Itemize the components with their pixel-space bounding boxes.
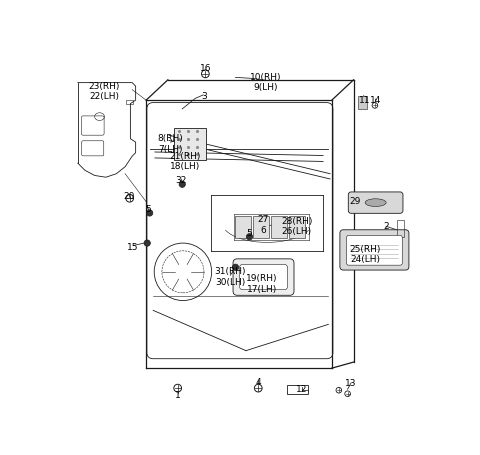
Circle shape	[246, 233, 252, 240]
Bar	[288, 384, 308, 394]
Text: 3: 3	[201, 92, 207, 101]
Text: 4: 4	[255, 378, 261, 387]
Circle shape	[174, 384, 181, 392]
Text: 19(RH)
17(LH): 19(RH) 17(LH)	[246, 274, 277, 294]
Circle shape	[345, 391, 350, 397]
Ellipse shape	[365, 199, 386, 207]
Bar	[236, 216, 252, 238]
Text: 5: 5	[247, 229, 252, 238]
Text: 27: 27	[257, 215, 268, 224]
Circle shape	[179, 181, 185, 187]
FancyBboxPatch shape	[340, 230, 409, 270]
Bar	[174, 128, 206, 160]
Circle shape	[144, 240, 150, 246]
Text: 1: 1	[175, 391, 180, 399]
FancyBboxPatch shape	[347, 235, 402, 265]
Circle shape	[372, 102, 378, 108]
Circle shape	[146, 210, 153, 216]
Bar	[358, 96, 367, 109]
Circle shape	[232, 264, 239, 270]
Circle shape	[126, 194, 133, 202]
Text: 10(RH)
9(LH): 10(RH) 9(LH)	[250, 73, 281, 92]
FancyBboxPatch shape	[240, 264, 288, 290]
Text: 11: 11	[360, 96, 371, 105]
Circle shape	[336, 388, 342, 393]
FancyBboxPatch shape	[233, 259, 294, 295]
Text: 6: 6	[260, 226, 266, 235]
Circle shape	[254, 384, 262, 392]
Text: 15: 15	[127, 243, 139, 252]
FancyBboxPatch shape	[348, 192, 403, 213]
Text: 28(RH)
26(LH): 28(RH) 26(LH)	[281, 217, 312, 236]
Text: 16: 16	[200, 64, 212, 73]
Bar	[253, 216, 269, 238]
Bar	[396, 220, 404, 237]
Text: 32: 32	[176, 176, 187, 185]
Text: 14: 14	[370, 96, 381, 105]
Text: 8(RH)
7(LH): 8(RH) 7(LH)	[158, 134, 183, 154]
Text: 2: 2	[384, 222, 389, 231]
Bar	[271, 216, 287, 238]
Circle shape	[202, 70, 209, 78]
Text: 5: 5	[145, 205, 151, 214]
Text: 25(RH)
24(LH): 25(RH) 24(LH)	[349, 245, 381, 264]
Text: 13: 13	[345, 379, 357, 389]
Text: 21(RH)
18(LH): 21(RH) 18(LH)	[169, 152, 200, 171]
Text: 31(RH)
30(LH): 31(RH) 30(LH)	[215, 268, 246, 287]
Text: 23(RH)
22(LH): 23(RH) 22(LH)	[88, 82, 120, 101]
Text: 12: 12	[296, 384, 308, 394]
Text: 20: 20	[123, 192, 134, 201]
Bar	[126, 100, 133, 104]
Bar	[289, 216, 305, 238]
Text: 29: 29	[349, 197, 360, 206]
